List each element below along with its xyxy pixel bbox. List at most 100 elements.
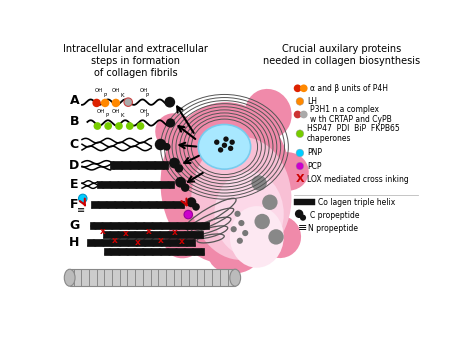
Ellipse shape [161,102,292,264]
Text: ≡: ≡ [77,205,85,215]
Circle shape [126,122,134,130]
Text: x: x [158,236,164,245]
Circle shape [112,99,120,107]
Bar [104,248,204,255]
Ellipse shape [245,89,292,139]
Bar [110,162,168,169]
Circle shape [192,203,200,211]
Ellipse shape [64,269,75,286]
Ellipse shape [214,171,284,256]
Text: F: F [70,198,79,211]
Circle shape [175,177,186,188]
Circle shape [166,118,175,127]
Circle shape [181,184,190,192]
Ellipse shape [259,216,301,258]
Circle shape [218,147,223,152]
Circle shape [229,140,235,145]
Text: P: P [146,113,149,118]
Text: OH: OH [139,88,148,93]
Circle shape [92,99,101,107]
Ellipse shape [164,223,203,258]
Circle shape [222,143,227,148]
Text: X: X [296,174,304,184]
Circle shape [255,214,270,229]
Text: x: x [123,228,129,238]
Circle shape [296,98,304,105]
Circle shape [163,143,171,151]
Text: D: D [69,159,80,172]
Text: C propeptide: C propeptide [310,211,359,220]
Ellipse shape [198,124,251,169]
Ellipse shape [230,206,284,268]
Text: x: x [146,227,152,236]
Circle shape [296,130,304,138]
Circle shape [231,226,237,232]
Circle shape [223,137,228,142]
Circle shape [235,211,241,217]
Circle shape [268,229,284,245]
Circle shape [300,111,308,118]
Ellipse shape [230,269,241,286]
Text: OH: OH [112,88,120,93]
Text: K: K [120,93,124,98]
Text: G: G [69,219,80,232]
Text: x: x [111,236,117,245]
Text: P: P [105,113,108,118]
Text: K: K [120,113,124,118]
Text: PCP: PCP [307,162,321,171]
Circle shape [238,220,245,226]
Text: ≡: ≡ [298,223,307,234]
Ellipse shape [155,113,197,153]
Circle shape [296,162,304,170]
Circle shape [175,164,183,173]
Text: OH: OH [95,88,103,93]
Circle shape [155,139,166,150]
Text: Intracellular and extracellular
steps in formation
of collagen fibrils: Intracellular and extracellular steps in… [64,44,209,78]
Text: C: C [70,138,79,151]
Bar [90,222,209,229]
Text: B: B [70,115,79,128]
Text: PNP: PNP [307,148,322,158]
Circle shape [294,84,301,92]
Text: N propeptide: N propeptide [308,224,357,233]
Bar [294,199,315,206]
Circle shape [300,84,308,92]
Circle shape [228,146,233,151]
Circle shape [300,215,306,221]
Text: α and β units of P4H: α and β units of P4H [310,84,388,93]
Circle shape [295,210,303,218]
Bar [91,201,183,208]
Circle shape [93,122,101,130]
Circle shape [184,210,192,219]
Text: P: P [146,93,149,98]
Circle shape [101,99,109,107]
Text: OH: OH [112,109,120,114]
Text: x: x [100,227,106,236]
Circle shape [186,197,196,207]
Text: LH: LH [307,97,317,106]
Circle shape [104,122,112,130]
Circle shape [237,238,243,244]
Circle shape [115,122,123,130]
Circle shape [262,195,278,210]
Text: A: A [70,94,79,107]
Circle shape [164,97,175,107]
Circle shape [79,194,87,203]
Text: E: E [70,178,79,191]
Text: OH: OH [139,109,148,114]
Bar [97,181,174,188]
Ellipse shape [266,152,309,191]
Text: P: P [103,93,107,98]
Text: x: x [135,238,140,247]
Circle shape [124,98,132,106]
Text: H: H [69,236,80,249]
Circle shape [137,122,145,130]
Text: P3H1 n a complex
w th CRTAP and CyPB: P3H1 n a complex w th CRTAP and CyPB [310,105,392,124]
Text: LOX mediated cross inking: LOX mediated cross inking [307,175,409,184]
Text: x: x [172,228,177,237]
Bar [87,239,195,246]
Text: Crucial auxilary proteins
needed in collagen biosynthesis: Crucial auxilary proteins needed in coll… [263,44,420,66]
Text: x: x [179,237,185,246]
Ellipse shape [191,137,292,260]
Text: Co lagen triple helix: Co lagen triple helix [319,198,396,207]
